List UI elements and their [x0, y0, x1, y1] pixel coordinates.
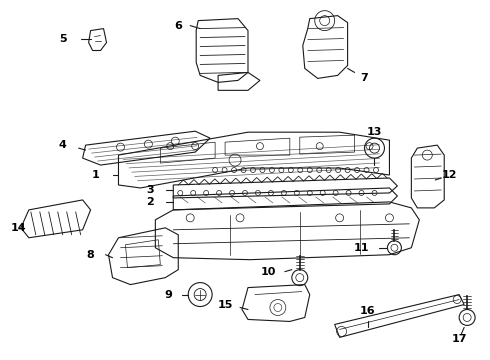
Text: 6: 6: [174, 21, 182, 31]
Text: 17: 17: [451, 334, 467, 345]
Text: 11: 11: [354, 243, 369, 253]
Text: 8: 8: [87, 250, 95, 260]
Text: 9: 9: [164, 289, 172, 300]
Text: 15: 15: [218, 300, 233, 310]
Text: 14: 14: [11, 223, 26, 233]
Text: 7: 7: [361, 73, 368, 84]
Text: 12: 12: [441, 170, 457, 180]
Text: 1: 1: [92, 170, 99, 180]
Text: 5: 5: [59, 33, 67, 44]
Text: 16: 16: [360, 306, 375, 316]
Text: 2: 2: [147, 197, 154, 207]
Text: 4: 4: [59, 140, 67, 150]
Text: 3: 3: [147, 185, 154, 195]
Text: 13: 13: [367, 127, 382, 137]
Text: 10: 10: [260, 267, 275, 276]
